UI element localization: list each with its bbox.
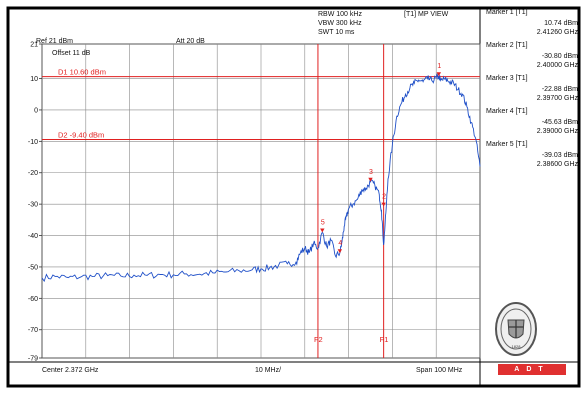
y-tick-label: -60 <box>28 296 38 303</box>
svg-text:1828: 1828 <box>512 344 522 349</box>
marker-1-label: Marker 1 [T1] <box>486 9 528 16</box>
marker-2-level: -30.80 dBm <box>541 53 578 60</box>
marker-3-number: 3 <box>369 169 373 176</box>
y-tick-label: 10 <box>30 76 38 83</box>
marker-5-freq: 2.38600 GHz <box>536 161 578 168</box>
y-tick-label: -40 <box>28 233 38 240</box>
marker-3-freq: 2.39700 GHz <box>536 95 578 102</box>
marker-3-label: Marker 3 [T1] <box>486 75 528 82</box>
marker-3-symbol <box>368 177 373 182</box>
marker-2-freq: 2.40000 GHz <box>536 62 578 69</box>
adt-brand-bar: ADT <box>498 364 566 375</box>
marker-2-number: 2 <box>382 194 386 201</box>
marker-3-level: -22.88 dBm <box>541 86 578 93</box>
marker-1-level: 10.74 dBm <box>544 20 578 27</box>
marker-2-label: Marker 2 [T1] <box>486 42 528 49</box>
y-tick-label: -10 <box>28 139 38 146</box>
marker-4-level: -45.63 dBm <box>541 119 578 126</box>
y-tick-label: -30 <box>28 202 38 209</box>
marker-4-label: Marker 4 [T1] <box>486 108 528 115</box>
attenuation-label: Att 20 dB <box>176 38 205 45</box>
marker-4-number: 4 <box>338 240 342 247</box>
marker-5-label: Marker 5 [T1] <box>486 141 528 148</box>
trace-mode-label: [T1] MP VIEW <box>404 11 449 18</box>
marker-1-number: 1 <box>437 63 441 70</box>
y-tick-label: -50 <box>28 264 38 271</box>
span-label: Span 100 MHz <box>416 367 463 374</box>
marker-4-freq: 2.39000 GHz <box>536 128 578 135</box>
marker-5-number: 5 <box>321 219 325 226</box>
marker-4-symbol <box>337 249 343 254</box>
marker-5-level: -39.03 dBm <box>541 152 578 159</box>
y-tick-label: 21 <box>30 42 38 49</box>
marker-5-symbol <box>320 228 325 233</box>
display-line-label-1: D1 10.60 dBm <box>58 68 106 77</box>
display-line-label-2: D2 -9.40 dBm <box>58 130 104 139</box>
freq-line-label-f1: F1 <box>380 335 389 344</box>
y-tick-label: -20 <box>28 170 38 177</box>
y-tick-label: 0 <box>34 107 38 114</box>
y-tick-label: -79 <box>28 356 38 363</box>
y-tick-label: -70 <box>28 327 38 334</box>
bureau-veritas-logo: 1828 <box>494 300 538 358</box>
trace-line <box>41 72 481 283</box>
rbw-label: RBW 100 kHz <box>318 11 362 18</box>
vbw-label: VBW 300 kHz <box>318 20 362 27</box>
marker-2-symbol <box>381 202 386 207</box>
ref-level-label: Ref 21 dBm <box>36 38 73 45</box>
center-freq-label: Center 2.372 GHz <box>42 367 99 374</box>
div-label: 10 MHz/ <box>255 367 282 374</box>
marker-1-symbol <box>436 72 442 77</box>
swt-label: SWT 10 ms <box>318 29 355 36</box>
freq-line-label-f2: F2 <box>314 335 323 344</box>
marker-1-freq: 2.41260 GHz <box>536 29 578 36</box>
offset-label: Offset 11 dB <box>52 50 91 57</box>
